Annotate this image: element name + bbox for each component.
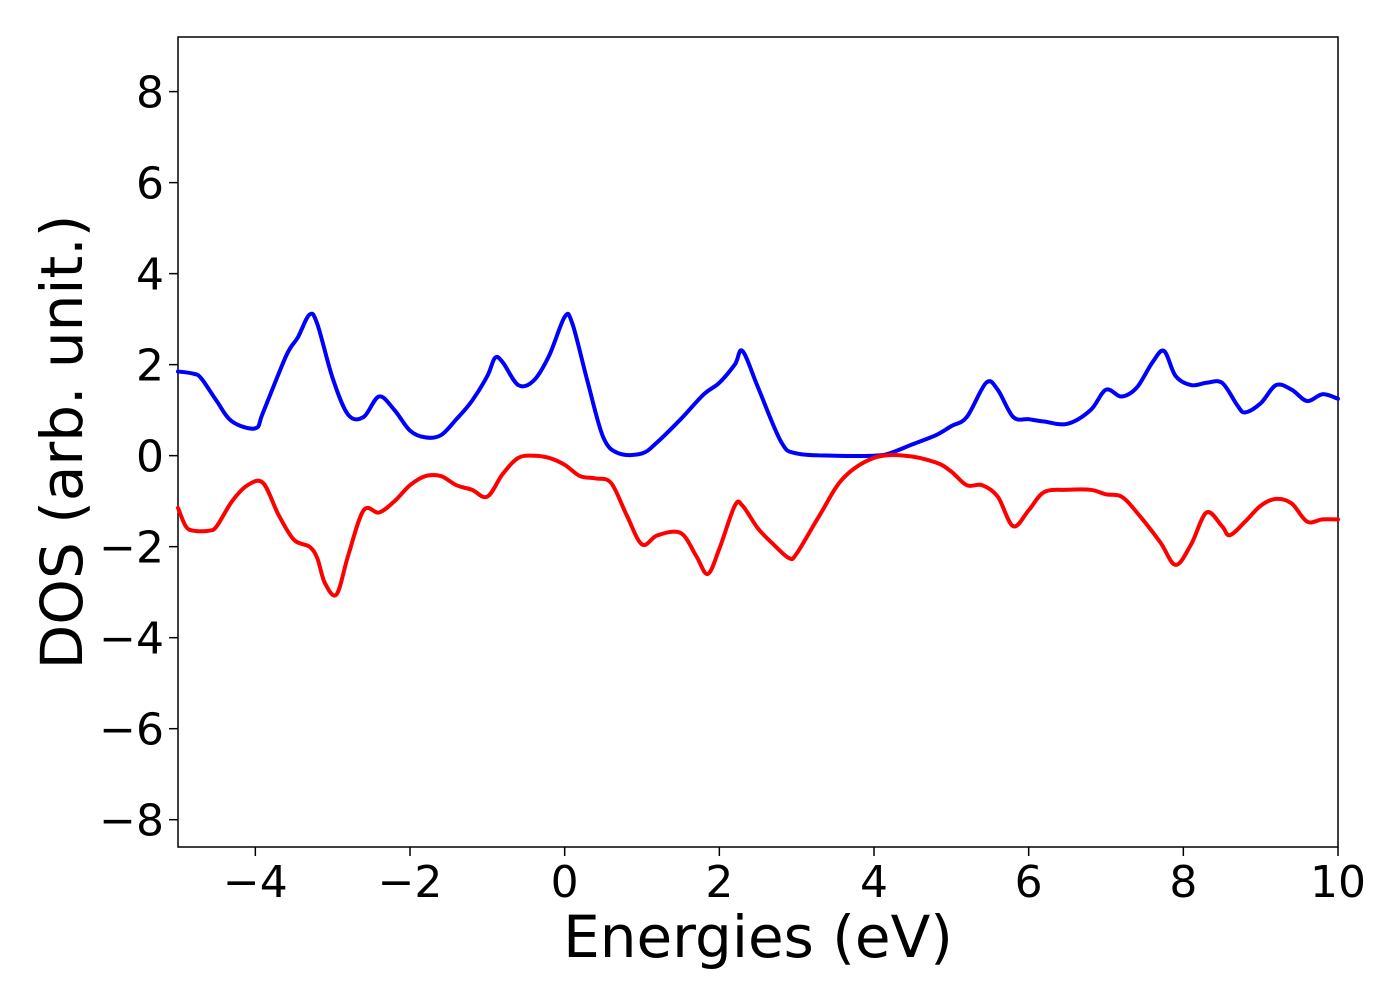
x-tick-label: 10: [1310, 857, 1366, 908]
x-tick-label: 6: [1015, 857, 1043, 908]
series-line-1: [176, 311, 1340, 458]
x-tick-label: 0: [551, 857, 579, 908]
y-tick-label: 8: [136, 68, 164, 119]
x-tick-label: 8: [1169, 857, 1197, 908]
y-tick-label: −6: [99, 705, 164, 756]
x-tick-label: 4: [860, 857, 888, 908]
y-tick-label: −4: [99, 614, 164, 665]
y-axis-label: DOS (arb. unit.): [28, 215, 96, 670]
y-tick-label: −2: [99, 523, 164, 574]
y-tick-label: 4: [136, 250, 164, 301]
y-axis-ticks: −8 −6 −4 −2 0 2 4 6 8: [99, 68, 178, 847]
series-line-2: [176, 453, 1340, 598]
y-tick-label: 6: [136, 159, 164, 210]
series-layer: [176, 311, 1340, 598]
x-tick-label: −4: [223, 857, 288, 908]
x-axis-label: Energies (eV): [563, 903, 953, 971]
x-tick-label: 2: [705, 857, 733, 908]
y-tick-label: −8: [99, 796, 164, 847]
plot-area: [177, 36, 1339, 848]
y-tick-label: 2: [136, 341, 164, 392]
y-tick-label: 0: [136, 432, 164, 483]
x-tick-label: −2: [378, 857, 443, 908]
x-axis-ticks: −4 −2 0 2 4 6 8 10: [223, 847, 1366, 908]
